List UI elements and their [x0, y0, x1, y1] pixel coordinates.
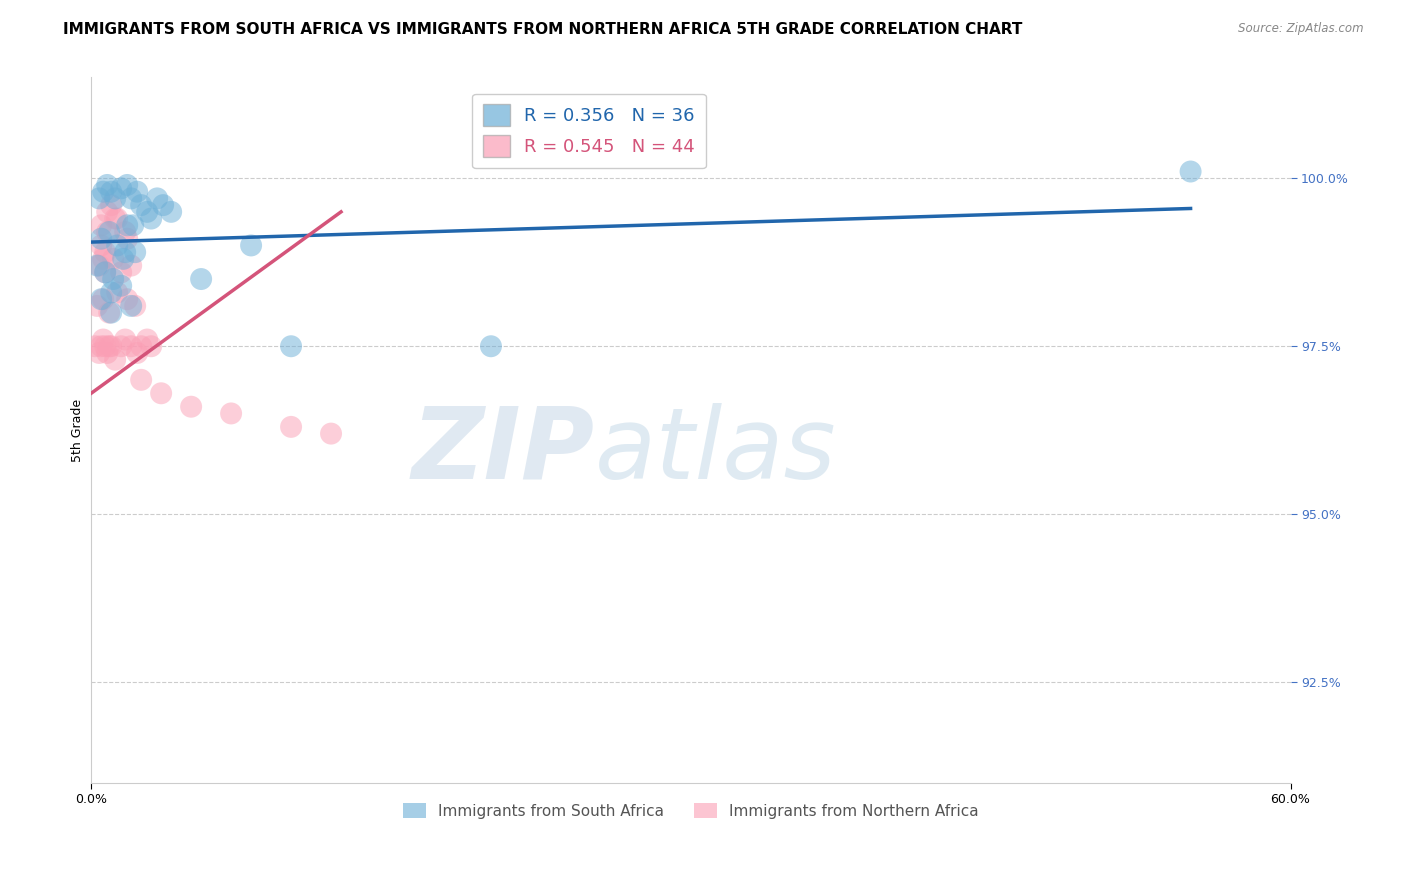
- Point: [120, 339, 142, 353]
- Point: [114, 333, 136, 347]
- Point: [84, 339, 107, 353]
- Point: [280, 339, 302, 353]
- Legend: Immigrants from South Africa, Immigrants from Northern Africa: Immigrants from South Africa, Immigrants…: [396, 797, 986, 825]
- Point: [110, 278, 132, 293]
- Point: [180, 400, 202, 414]
- Point: [91, 252, 114, 266]
- Point: [86, 259, 108, 273]
- Point: [219, 406, 242, 420]
- Point: [96, 346, 118, 360]
- Point: [94, 265, 117, 279]
- Point: [100, 198, 122, 212]
- Point: [129, 339, 152, 353]
- Text: ZIP: ZIP: [412, 403, 595, 500]
- Point: [98, 339, 121, 353]
- Point: [98, 305, 121, 319]
- Point: [115, 292, 138, 306]
- Point: [98, 225, 121, 239]
- Point: [90, 238, 112, 252]
- Text: atlas: atlas: [595, 403, 837, 500]
- Point: [105, 211, 128, 226]
- Point: [94, 245, 117, 260]
- Point: [190, 272, 212, 286]
- Point: [96, 225, 118, 239]
- Point: [136, 204, 159, 219]
- Point: [479, 339, 502, 353]
- Point: [104, 191, 127, 205]
- Point: [129, 198, 152, 212]
- Point: [1180, 164, 1202, 178]
- Point: [101, 252, 124, 266]
- Point: [105, 285, 128, 300]
- Point: [100, 285, 122, 300]
- Point: [136, 333, 159, 347]
- Point: [105, 238, 128, 252]
- Point: [89, 191, 111, 205]
- Point: [146, 191, 169, 205]
- Point: [114, 225, 136, 239]
- Point: [141, 211, 163, 226]
- Point: [96, 204, 118, 219]
- Point: [104, 211, 127, 226]
- Point: [100, 185, 122, 199]
- Point: [124, 245, 146, 260]
- Point: [96, 178, 118, 192]
- Point: [91, 333, 114, 347]
- Point: [160, 204, 183, 219]
- Point: [120, 259, 142, 273]
- Point: [124, 299, 146, 313]
- Point: [112, 252, 135, 266]
- Point: [90, 292, 112, 306]
- Point: [120, 191, 142, 205]
- Point: [127, 346, 149, 360]
- Point: [120, 299, 142, 313]
- Point: [319, 426, 342, 441]
- Point: [129, 373, 152, 387]
- Point: [91, 292, 114, 306]
- Point: [127, 185, 149, 199]
- Point: [89, 259, 111, 273]
- Text: Source: ZipAtlas.com: Source: ZipAtlas.com: [1239, 22, 1364, 36]
- Point: [115, 178, 138, 192]
- Point: [90, 339, 112, 353]
- Point: [115, 232, 138, 246]
- Point: [150, 386, 173, 401]
- Point: [100, 339, 122, 353]
- Point: [90, 219, 112, 233]
- Point: [94, 265, 117, 279]
- Point: [100, 305, 122, 319]
- Text: IMMIGRANTS FROM SOUTH AFRICA VS IMMIGRANTS FROM NORTHERN AFRICA 5TH GRADE CORREL: IMMIGRANTS FROM SOUTH AFRICA VS IMMIGRAN…: [63, 22, 1022, 37]
- Point: [110, 181, 132, 195]
- Point: [86, 299, 108, 313]
- Point: [240, 238, 263, 252]
- Point: [101, 272, 124, 286]
- Point: [122, 219, 145, 233]
- Point: [104, 352, 127, 367]
- Point: [115, 219, 138, 233]
- Point: [114, 245, 136, 260]
- Point: [110, 339, 132, 353]
- Point: [90, 232, 112, 246]
- Y-axis label: 5th Grade: 5th Grade: [72, 399, 84, 462]
- Point: [280, 420, 302, 434]
- Point: [152, 198, 174, 212]
- Point: [110, 265, 132, 279]
- Point: [141, 339, 163, 353]
- Point: [91, 185, 114, 199]
- Point: [94, 339, 117, 353]
- Point: [89, 346, 111, 360]
